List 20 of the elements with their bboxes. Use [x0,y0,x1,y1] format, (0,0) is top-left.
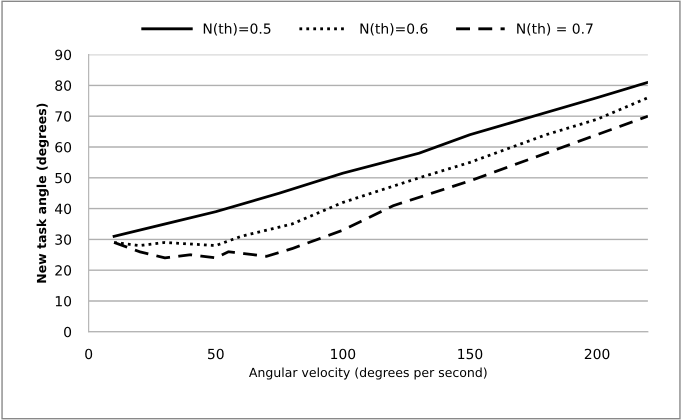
y-axis-title: New task angle (degrees) [36,104,49,283]
y-tick-label: 10 [56,296,72,306]
y-tick-label: 0 [64,326,72,338]
y-tick-label: 50 [55,172,72,184]
y-tick-label: 40 [55,204,72,214]
y-tick-label: 80 [55,80,72,91]
x-tick-label: 0 [85,348,92,360]
x-tick-label: 200 [584,348,610,360]
x-tick-label: 50 [208,348,224,360]
legend-label: N(th)=0.5 [204,23,270,36]
x-tick-label: 100 [331,348,356,360]
legend-label: N(th) = 0.7 [517,23,593,36]
x-axis-title: Angular velocity (degrees per second) [248,367,487,380]
x-tick-label: 150 [458,348,482,360]
y-tick-label: 20 [55,265,72,276]
y-tick-label: 60 [55,142,72,152]
legend-label: N(th)=0.6 [360,23,428,36]
y-tick-label: 90 [55,50,72,60]
y-tick-label: 30 [55,234,72,245]
y-tick-label: 70 [55,111,72,122]
